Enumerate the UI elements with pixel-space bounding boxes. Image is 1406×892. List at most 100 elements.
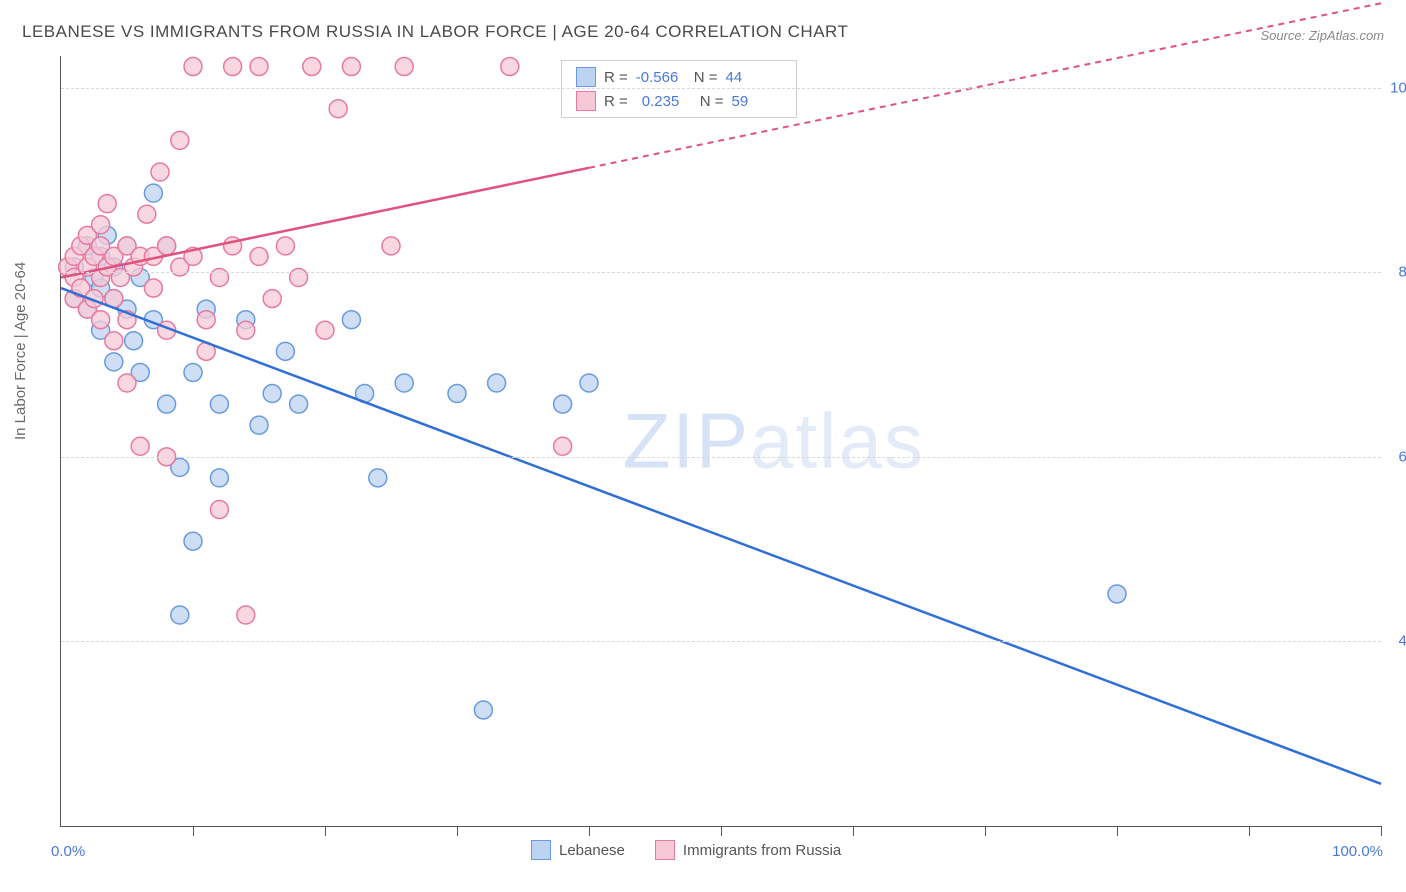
data-point — [105, 332, 123, 350]
n-value-lebanese: 44 — [726, 69, 776, 86]
data-point — [237, 321, 255, 339]
data-point — [105, 353, 123, 371]
x-tick — [1117, 826, 1118, 836]
data-point — [263, 290, 281, 308]
x-tick — [985, 826, 986, 836]
data-point — [329, 100, 347, 118]
data-point — [98, 195, 116, 213]
grid-line — [61, 641, 1381, 642]
data-point — [488, 374, 506, 392]
x-tick — [193, 826, 194, 836]
x-tick — [853, 826, 854, 836]
data-point — [342, 311, 360, 329]
n-label: N = — [694, 69, 718, 86]
data-point — [316, 321, 334, 339]
data-point — [184, 363, 202, 381]
x-tick — [1381, 826, 1382, 836]
data-point — [290, 395, 308, 413]
data-point — [474, 701, 492, 719]
data-point — [250, 58, 268, 76]
data-point — [118, 374, 136, 392]
data-point — [171, 131, 189, 149]
r-value-lebanese: -0.566 — [636, 69, 686, 86]
x-axis-min-label: 0.0% — [51, 843, 85, 860]
x-tick — [589, 826, 590, 836]
y-tick-label: 65.0% — [1389, 448, 1406, 465]
source-label: Source: ZipAtlas.com — [1260, 28, 1384, 43]
legend-row-russia: R = 0.235 N = 59 — [562, 89, 796, 113]
data-point — [501, 58, 519, 76]
data-point — [197, 311, 215, 329]
data-point — [580, 374, 598, 392]
data-point — [382, 237, 400, 255]
data-point — [263, 385, 281, 403]
n-label: N = — [700, 93, 724, 110]
data-point — [210, 269, 228, 287]
data-point — [1108, 585, 1126, 603]
x-tick — [721, 826, 722, 836]
legend-label-russia: Immigrants from Russia — [683, 842, 841, 859]
data-point — [554, 437, 572, 455]
data-point — [125, 332, 143, 350]
swatch-russia-bottom — [655, 840, 675, 860]
data-point — [395, 58, 413, 76]
legend-item-lebanese: Lebanese — [531, 840, 625, 860]
data-point — [138, 205, 156, 223]
data-point — [184, 532, 202, 550]
correlation-legend: R = -0.566 N = 44 R = 0.235 N = 59 — [561, 60, 797, 118]
data-point — [448, 385, 466, 403]
legend-item-russia: Immigrants from Russia — [655, 840, 841, 860]
legend-label-lebanese: Lebanese — [559, 842, 625, 859]
data-point — [144, 279, 162, 297]
plot-area: ZIPatlas R = -0.566 N = 44 R = 0.235 N =… — [60, 56, 1381, 827]
data-point — [158, 237, 176, 255]
data-point — [144, 184, 162, 202]
regression-line — [61, 168, 589, 278]
data-point — [369, 469, 387, 487]
grid-line — [61, 88, 1381, 89]
grid-line — [61, 457, 1381, 458]
data-point — [210, 395, 228, 413]
data-point — [92, 311, 110, 329]
y-axis-label: In Labor Force | Age 20-64 — [12, 262, 29, 440]
y-tick-label: 47.5% — [1389, 633, 1406, 650]
data-point — [237, 606, 255, 624]
data-point — [184, 58, 202, 76]
y-tick-label: 100.0% — [1389, 79, 1406, 96]
x-tick — [325, 826, 326, 836]
data-point — [171, 606, 189, 624]
data-point — [224, 58, 242, 76]
x-tick — [1249, 826, 1250, 836]
data-point — [151, 163, 169, 181]
data-point — [554, 395, 572, 413]
r-label: R = — [604, 69, 628, 86]
chart-svg — [61, 56, 1381, 826]
data-point — [158, 395, 176, 413]
y-tick-label: 82.5% — [1389, 264, 1406, 281]
legend-row-lebanese: R = -0.566 N = 44 — [562, 65, 796, 89]
r-label: R = — [604, 93, 628, 110]
grid-line — [61, 272, 1381, 273]
swatch-lebanese-bottom — [531, 840, 551, 860]
data-point — [290, 269, 308, 287]
data-point — [92, 216, 110, 234]
series-legend: Lebanese Immigrants from Russia — [531, 840, 841, 860]
data-point — [276, 342, 294, 360]
regression-line — [61, 288, 1381, 784]
chart-title: LEBANESE VS IMMIGRANTS FROM RUSSIA IN LA… — [22, 22, 848, 42]
data-point — [210, 469, 228, 487]
swatch-lebanese — [576, 67, 596, 87]
data-point — [303, 58, 321, 76]
data-point — [250, 247, 268, 265]
x-tick — [457, 826, 458, 836]
n-value-russia: 59 — [732, 93, 782, 110]
data-point — [395, 374, 413, 392]
data-point — [131, 437, 149, 455]
r-value-russia: 0.235 — [636, 93, 692, 110]
data-point — [250, 416, 268, 434]
data-point — [276, 237, 294, 255]
data-point — [342, 58, 360, 76]
x-axis-max-label: 100.0% — [1332, 843, 1383, 860]
swatch-russia — [576, 91, 596, 111]
data-point — [210, 501, 228, 519]
